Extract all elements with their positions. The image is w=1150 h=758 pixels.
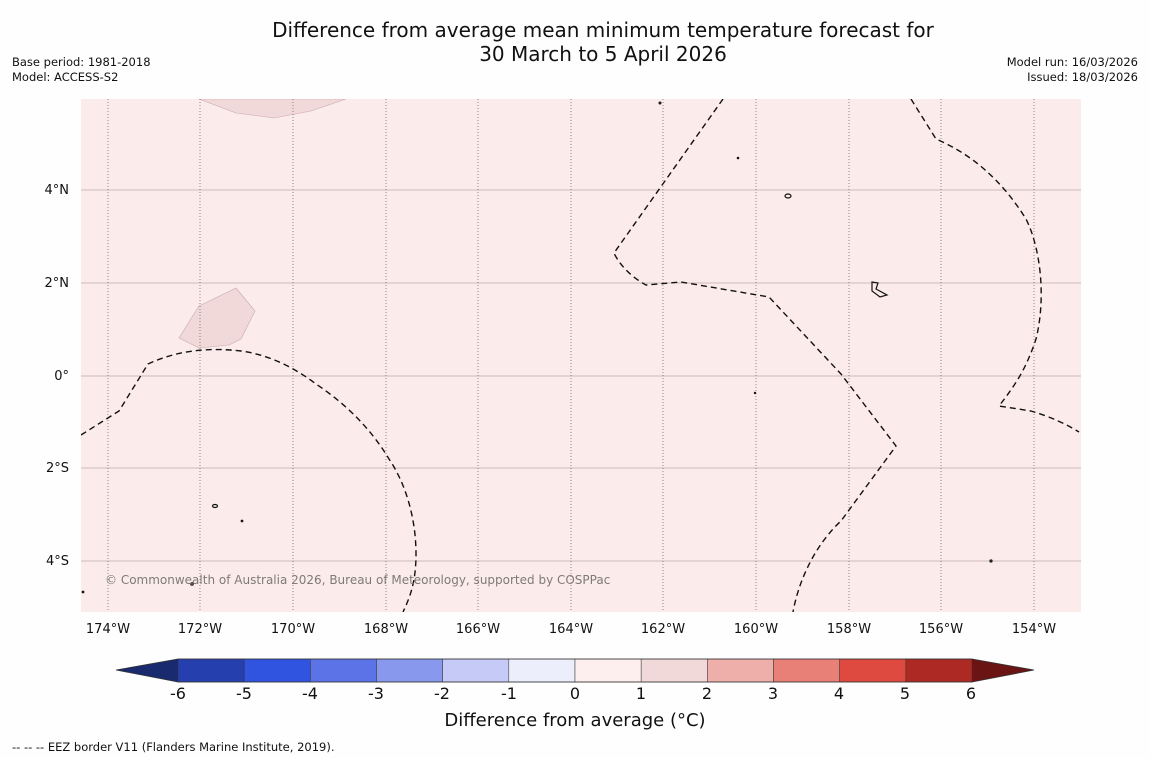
eez-border-central — [613, 99, 897, 612]
colorbar-cell — [707, 658, 774, 683]
island-north-1 — [658, 101, 662, 105]
cbar-tick-label: -5 — [236, 684, 252, 703]
lon-label-164w: 164°W — [548, 622, 594, 637]
model-run-text: Model run: 16/03/2026 — [1006, 55, 1138, 69]
colorbar-cell — [310, 658, 377, 683]
colorbar-cell — [243, 658, 311, 683]
title-line-1: Difference from average mean minimum tem… — [272, 18, 934, 42]
lat-label-4s: 4°S — [45, 554, 69, 569]
colorbar-outline — [116, 658, 1035, 683]
colorbar-cell — [177, 658, 245, 683]
eez-border-west — [81, 348, 417, 612]
colorbar-extend-high — [972, 659, 1034, 682]
cbar-tick-label: 2 — [701, 684, 713, 703]
cbar-tick-label: -1 — [501, 684, 517, 703]
meta-right: Model run: 16/03/2026 Issued: 18/03/2026 — [1007, 55, 1138, 85]
map-background — [81, 99, 1081, 612]
colorbar-cell — [574, 658, 642, 683]
colorbar-cell — [442, 658, 510, 683]
meta-left: Base period: 1981-2018 Model: ACCESS-S2 — [12, 55, 151, 85]
cbar-tick-label: -3 — [368, 684, 384, 703]
lon-label-166w: 166°W — [455, 622, 501, 637]
island-kiritimati — [871, 281, 889, 298]
map-panel — [81, 99, 1081, 612]
cbar-tick-label: 4 — [833, 684, 845, 703]
lat-label-2s: 2°S — [45, 461, 69, 476]
issued-text: Issued: 18/03/2026 — [1027, 70, 1138, 84]
cbar-tick-label: 5 — [899, 684, 911, 703]
lon-label-174w: 174°W — [85, 622, 131, 637]
lon-label-156w: 156°W — [918, 622, 964, 637]
lon-label-154w: 154°W — [1011, 622, 1057, 637]
footnote-eez: -- -- -- EEZ border V11 (Flanders Marine… — [12, 740, 335, 754]
lon-label-168w: 168°W — [363, 622, 409, 637]
lon-label-170w: 170°W — [270, 622, 316, 637]
title-line-2: 30 March to 5 April 2026 — [479, 42, 727, 66]
colorbar-extend-low — [116, 659, 178, 682]
model-text: Model: ACCESS-S2 — [12, 70, 119, 84]
island-southwest — [81, 590, 85, 594]
base-period-text: Base period: 1981-2018 — [12, 55, 151, 69]
island-west-2 — [240, 519, 244, 523]
colorbar-cell — [640, 658, 708, 683]
cbar-tick-label: 1 — [635, 684, 647, 703]
colorbar-cell — [839, 658, 907, 683]
lon-label-172w: 172°W — [177, 622, 223, 637]
colorbar-cells — [116, 658, 1034, 683]
cbar-tick-label: -6 — [170, 684, 186, 703]
island-jarvis — [784, 193, 792, 199]
colorbar-title: Difference from average (°C) — [444, 710, 706, 731]
chart-title: Difference from average mean minimum tem… — [0, 18, 1150, 66]
eez-border-east — [910, 99, 1080, 433]
lat-label-2n: 2°N — [44, 276, 70, 291]
cbar-tick-label: 3 — [767, 684, 779, 703]
lat-label-0: 0° — [54, 369, 69, 384]
island-west-3 — [190, 582, 194, 586]
island-west-1 — [211, 503, 219, 509]
cbar-tick-label: 6 — [965, 684, 977, 703]
copyright-text: © Commonwealth of Australia 2026, Bureau… — [105, 573, 611, 587]
island-central — [753, 391, 757, 395]
colorbar-cell — [905, 658, 973, 683]
lon-label-162w: 162°W — [640, 622, 686, 637]
lat-label-4n: 4°N — [44, 183, 70, 198]
colorbar-cell — [773, 658, 840, 683]
cbar-tick-label: -4 — [302, 684, 318, 703]
island-north-2 — [736, 156, 740, 160]
cbar-tick-label: -2 — [434, 684, 450, 703]
colorbar-cell — [508, 658, 576, 683]
cbar-tick-label: 0 — [569, 684, 581, 703]
latitude-gridlines — [81, 189, 1081, 562]
lon-label-158w: 158°W — [826, 622, 872, 637]
eez-borders — [81, 99, 1080, 612]
colorbar — [116, 658, 1035, 683]
islands — [81, 101, 993, 594]
lon-label-160w: 160°W — [733, 622, 779, 637]
anomaly-patch-north — [198, 99, 347, 119]
island-southeast — [989, 559, 993, 563]
anomaly-patch-west — [178, 287, 256, 349]
colorbar-cell — [376, 658, 443, 683]
